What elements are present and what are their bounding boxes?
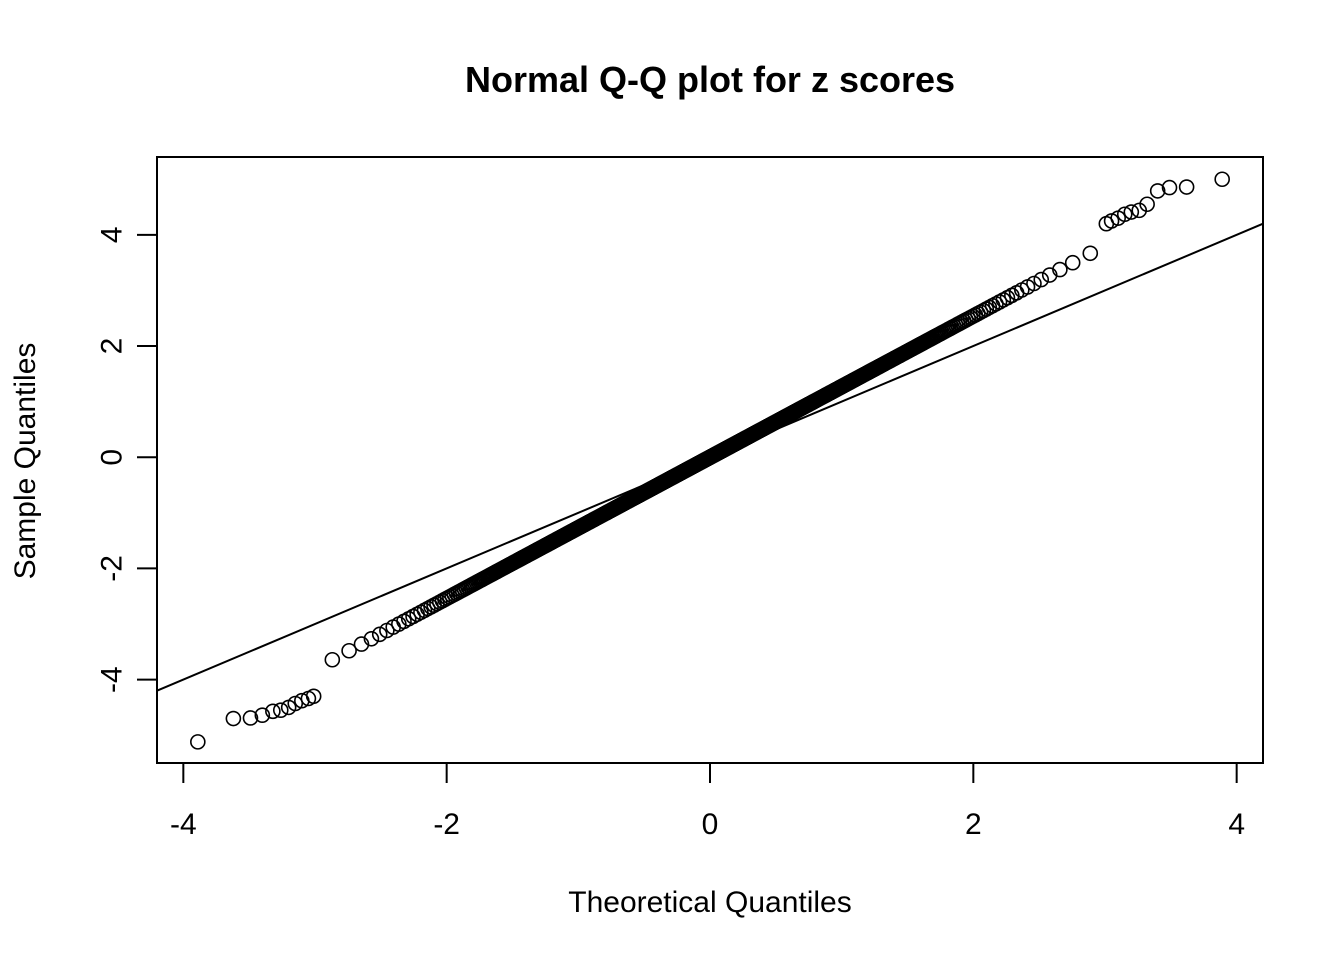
sample-point	[287, 695, 304, 712]
sample-point	[190, 734, 206, 750]
y-tick-label: 2	[96, 338, 129, 355]
sample-point	[371, 626, 388, 643]
y-axis-label: Sample Quantiles	[9, 343, 42, 580]
y-axis: -4 -2 0 2 4	[96, 226, 157, 693]
y-tick-label: 4	[96, 226, 129, 243]
plot-area	[156, 171, 1264, 750]
sample-point	[1139, 196, 1155, 213]
y-tick-label: -4	[96, 666, 129, 693]
x-tick-label: 4	[1228, 808, 1245, 841]
y-tick-label: 0	[96, 449, 129, 466]
sample-point	[324, 651, 341, 668]
x-tick-label: -4	[170, 808, 197, 841]
sample-point	[254, 707, 271, 723]
sample-point	[242, 710, 259, 726]
reference-line	[156, 222, 1264, 692]
sample-point	[1149, 183, 1166, 199]
chart-title: Normal Q-Q plot for z scores	[465, 59, 955, 100]
sample-point	[1103, 213, 1120, 229]
sample-point	[1123, 204, 1140, 220]
sample-point	[1082, 245, 1099, 262]
sample-point	[1214, 171, 1230, 188]
sample-point	[305, 688, 322, 705]
sample-point	[1116, 206, 1133, 223]
sample-point	[1033, 271, 1050, 288]
sample-points	[190, 171, 1230, 750]
sample-point	[1026, 275, 1042, 292]
sample-point	[1131, 202, 1148, 219]
sample-point	[265, 703, 281, 720]
sample-point	[225, 710, 242, 727]
sample-point	[1161, 179, 1178, 196]
x-axis-label: Theoretical Quantiles	[568, 886, 851, 919]
sample-point	[272, 702, 289, 718]
sample-point	[363, 630, 380, 647]
y-tick-label: -2	[96, 555, 129, 582]
x-tick-label: 0	[702, 808, 719, 841]
x-tick-label: -2	[433, 808, 460, 841]
sample-point	[1178, 179, 1195, 195]
x-tick-label: 2	[965, 808, 982, 841]
sample-point	[353, 636, 370, 652]
x-axis: -4 -2 0 2 4	[170, 763, 1245, 841]
sample-point	[1064, 254, 1081, 271]
sample-point	[341, 642, 357, 659]
sample-point	[1052, 261, 1068, 278]
